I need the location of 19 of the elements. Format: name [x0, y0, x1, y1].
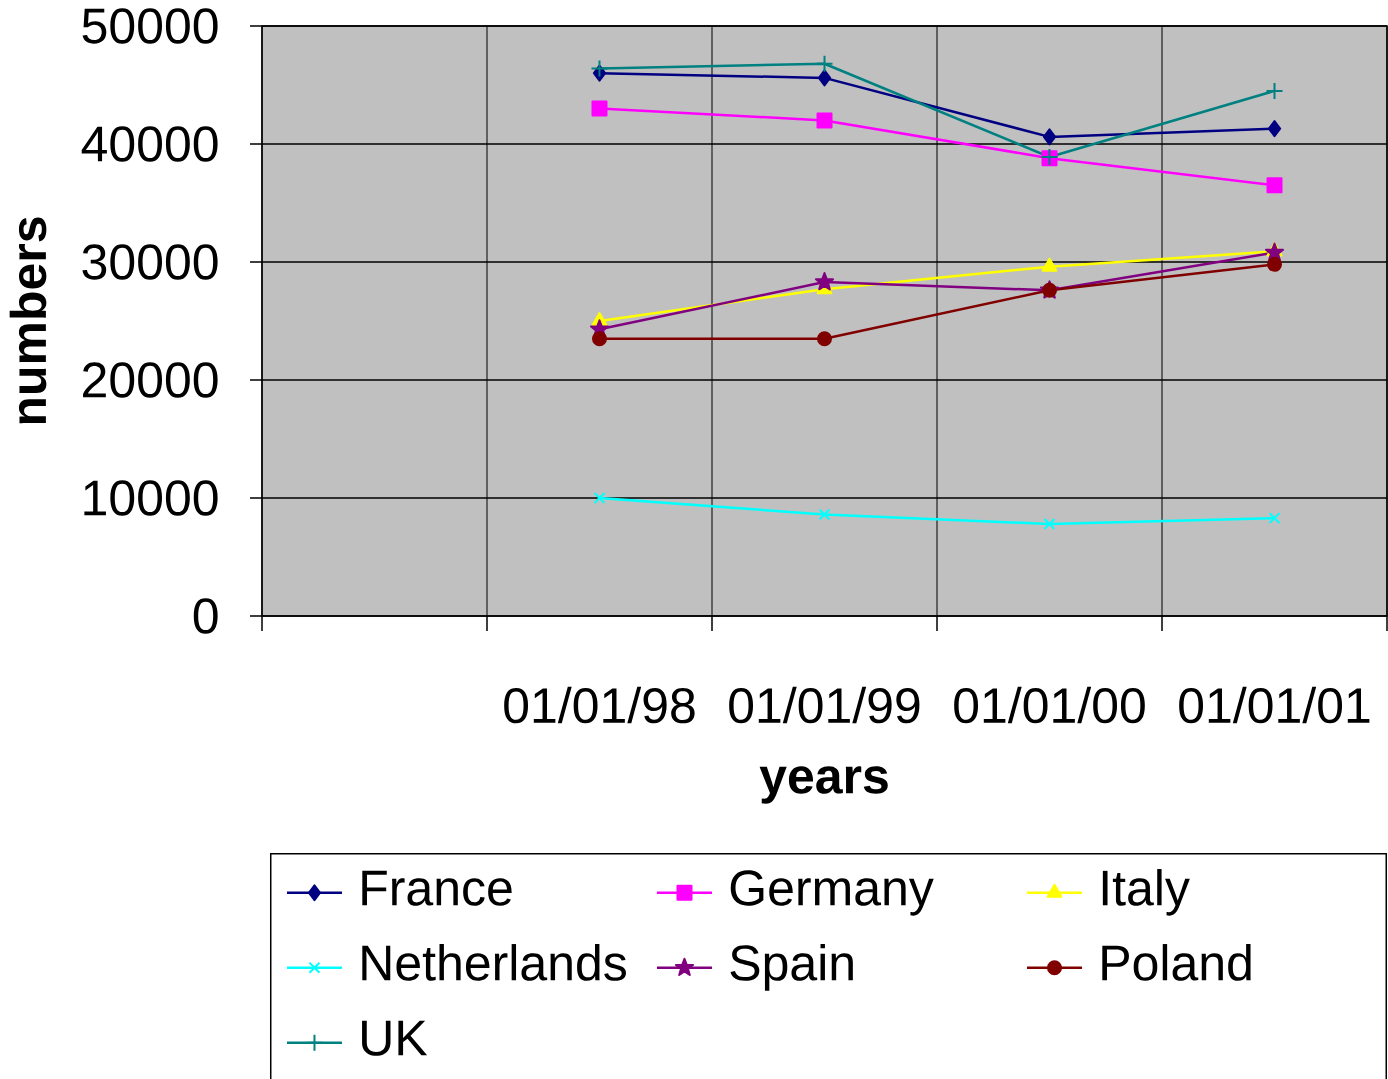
legend-label: Poland [1102, 944, 1251, 981]
legend-label: France [362, 870, 512, 906]
x-axis-title: years [759, 766, 888, 804]
x-tick-label: 01/01/98 [504, 686, 695, 724]
y-axis-title: numbers [9, 217, 47, 424]
legend-label: Germany [730, 870, 934, 916]
y-tick-label: 50000 [82, 8, 218, 44]
legend-label: UK [362, 1020, 428, 1056]
y-tick-label: 0 [193, 598, 218, 634]
legend-label: Spain [730, 944, 853, 991]
x-tick-label: 01/01/00 [954, 686, 1145, 724]
y-tick-label: 40000 [81, 126, 218, 162]
legend-label: Netherlands [362, 944, 626, 981]
x-tick-label: 01/01/01 [1179, 686, 1370, 724]
y-tick-label: 30000 [82, 244, 218, 280]
legend-label: Italy [1102, 869, 1190, 916]
y-tick-label: 10000 [84, 480, 218, 516]
x-tick-label: 01/01/99 [729, 686, 920, 724]
y-tick-label: 20000 [83, 362, 218, 398]
